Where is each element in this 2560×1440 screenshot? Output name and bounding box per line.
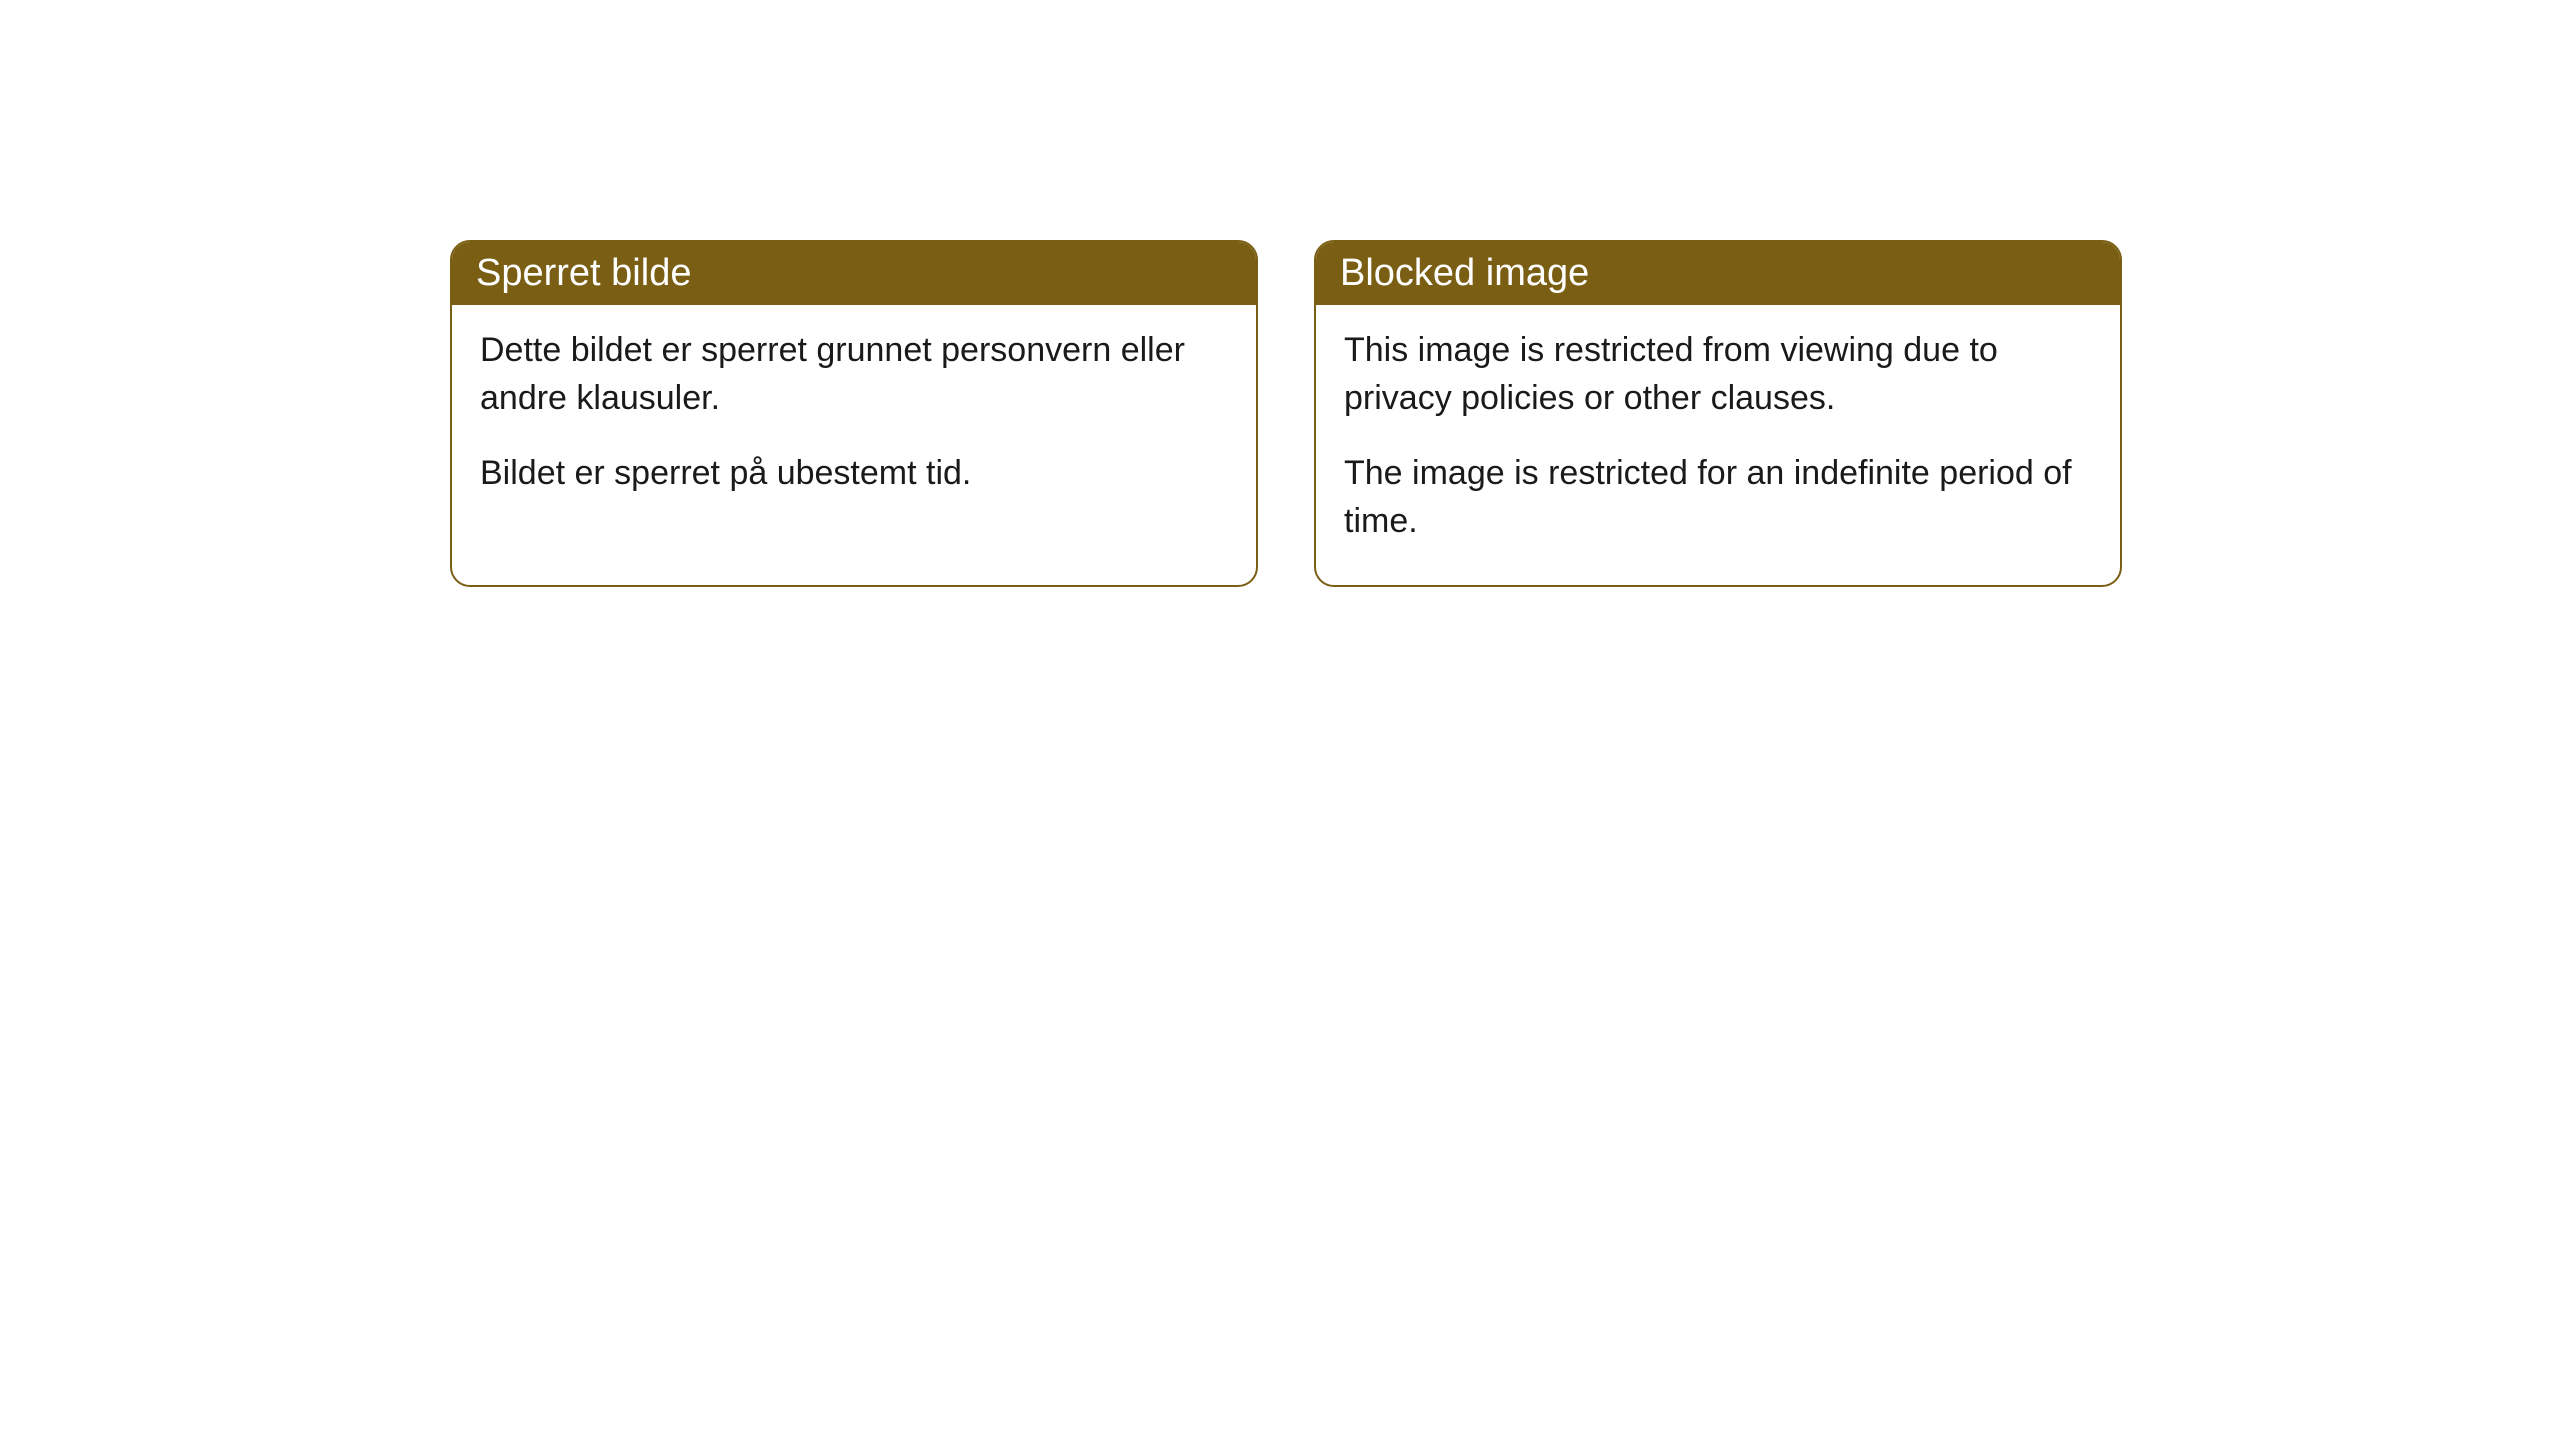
card-paragraph: The image is restricted for an indefinit…	[1344, 450, 2092, 545]
card-header: Blocked image	[1316, 242, 2120, 305]
blocked-image-card-english: Blocked image This image is restricted f…	[1314, 240, 2122, 587]
notice-cards-container: Sperret bilde Dette bildet er sperret gr…	[450, 240, 2560, 587]
card-body: This image is restricted from viewing du…	[1316, 305, 2120, 585]
card-header: Sperret bilde	[452, 242, 1256, 305]
card-paragraph: Bildet er sperret på ubestemt tid.	[480, 450, 1228, 498]
blocked-image-card-norwegian: Sperret bilde Dette bildet er sperret gr…	[450, 240, 1258, 587]
card-paragraph: This image is restricted from viewing du…	[1344, 327, 2092, 422]
card-body: Dette bildet er sperret grunnet personve…	[452, 305, 1256, 538]
card-paragraph: Dette bildet er sperret grunnet personve…	[480, 327, 1228, 422]
card-title: Sperret bilde	[476, 252, 691, 294]
card-title: Blocked image	[1340, 252, 1589, 294]
